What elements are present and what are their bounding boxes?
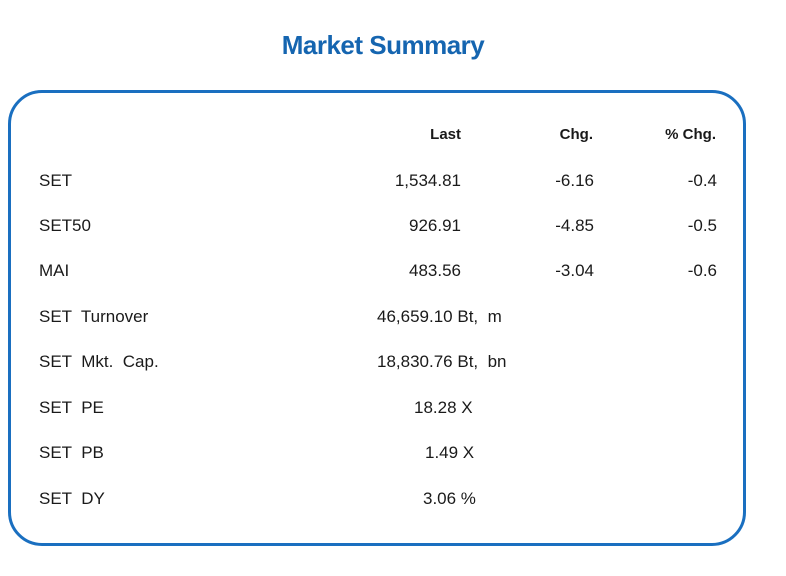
row-label: SET Turnover [39,307,149,326]
header-pct-chg: % Chg. [665,126,716,143]
row-chg-value: -4.85 [555,216,594,235]
row-last-value: 926.91 [409,216,461,235]
table-row-pb: SET PB 1.49 X [0,443,786,467]
row-label: MAI [39,261,70,280]
row-stat-value: 18,830.76 Bt, bn [377,352,507,371]
header-last: Last [430,126,461,143]
row-stat-value: 46,659.10 Bt, m [377,307,502,326]
row-label: SET PE [39,398,104,417]
row-stat-value: 1.49 X [425,443,475,462]
summary-panel [8,90,746,546]
table-row-pe: SET PE 18.28 X [0,398,786,422]
table-row-dy: SET DY 3.06 % [0,489,786,513]
table-row-turnover: SET Turnover 46,659.10 Bt, m [0,307,786,331]
row-last-value: 1,534.81 [394,171,461,190]
row-chg-value: -3.04 [555,261,594,280]
row-pct-chg-value: -0.4 [687,171,717,190]
row-chg-value: -6.16 [555,171,594,190]
row-stat-value: 18.28 X [414,398,473,417]
row-stat-value: 3.06 % [423,489,476,508]
row-pct-chg-value: -0.5 [687,216,717,235]
table-row-set: SET 1,534.81 -6.16 -0.4 [0,171,786,195]
table-row-mai: MAI 483.56 -3.04 -0.6 [0,261,786,285]
row-pct-chg-value: -0.6 [687,261,717,280]
table-row-mkt-cap: SET Mkt. Cap. 18,830.76 Bt, bn [0,352,786,376]
table-row-set50: SET50 926.91 -4.85 -0.5 [0,216,786,240]
row-label: SET PB [39,443,104,462]
row-label: SET [39,171,73,190]
row-last-value: 483.56 [409,261,461,280]
row-label: SET Mkt. Cap. [39,352,159,371]
page-title: Market Summary [281,30,485,60]
row-label: SET DY [39,489,105,508]
row-label: SET50 [39,216,91,235]
header-chg: Chg. [559,126,593,143]
